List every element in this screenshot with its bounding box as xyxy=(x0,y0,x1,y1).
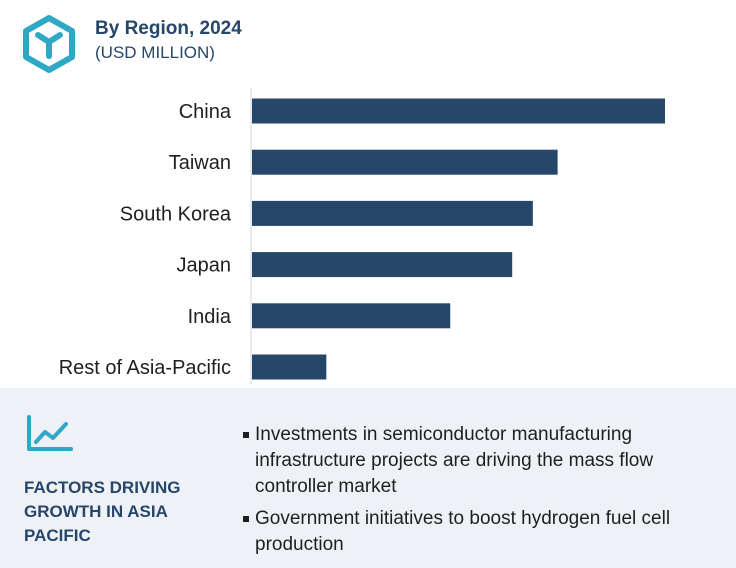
bar-south-korea xyxy=(252,200,533,226)
bar-rest-of-asia-pacific xyxy=(252,354,327,380)
bar-taiwan xyxy=(252,149,558,175)
category-label: China xyxy=(179,101,232,123)
bar-japan xyxy=(252,252,513,278)
chart-header: By Region, 2024 (USD MILLION) xyxy=(0,0,736,90)
factors-list: Investments in semiconductor manufacturi… xyxy=(243,422,723,558)
category-label: India xyxy=(188,306,232,328)
bar-chart: China Taiwan South Korea Japan India Rest of … xyxy=(59,88,665,384)
hexagon-logo-icon xyxy=(23,15,75,73)
category-label: Japan xyxy=(177,255,232,277)
chart-subtitle: (USD MILLION) xyxy=(95,43,215,62)
category-label: Rest of Asia-Pacific xyxy=(59,357,231,379)
factors-panel: FACTORS DRIVING GROWTH IN ASIA PACIFIC I… xyxy=(0,388,736,568)
bar-group: China Taiwan South Korea Japan India Rest of … xyxy=(59,98,665,380)
chart-title: By Region, 2024 xyxy=(95,18,242,39)
factors-title: FACTORS DRIVING GROWTH IN ASIA PACIFIC xyxy=(24,478,181,545)
bar-india xyxy=(252,303,451,329)
factor-item: Government initiatives to boost hydrogen… xyxy=(243,506,723,558)
category-label: Taiwan xyxy=(169,152,231,174)
trend-line-icon xyxy=(27,415,73,451)
category-label: South Korea xyxy=(120,203,232,225)
factor-item: Investments in semiconductor manufacturi… xyxy=(243,422,723,500)
bar-china xyxy=(252,98,665,124)
